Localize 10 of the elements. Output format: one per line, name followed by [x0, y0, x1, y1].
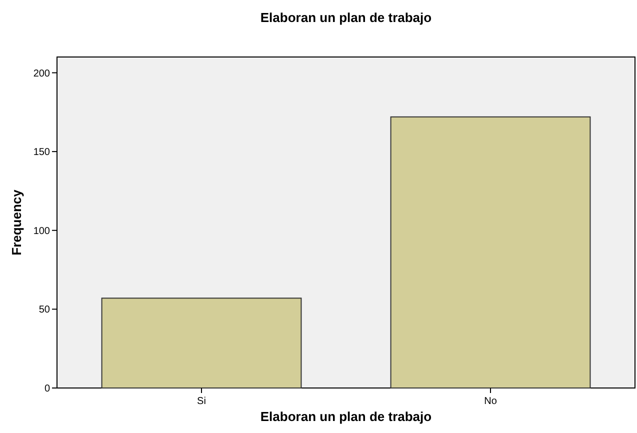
y-tick-label: 50 — [38, 304, 50, 316]
chart-title: Elaboran un plan de trabajo — [260, 10, 432, 25]
y-tick-label: 150 — [33, 147, 50, 158]
y-axis-title: Frequency — [9, 188, 24, 256]
y-tick-label: 0 — [44, 384, 50, 394]
x-tick-label: Si — [197, 396, 206, 407]
x-axis-title: Elaboran un plan de trabajo — [260, 409, 432, 424]
y-tick-label: 100 — [33, 226, 50, 237]
y-tick-label: 200 — [33, 68, 50, 80]
x-tick-label: No — [484, 396, 498, 407]
